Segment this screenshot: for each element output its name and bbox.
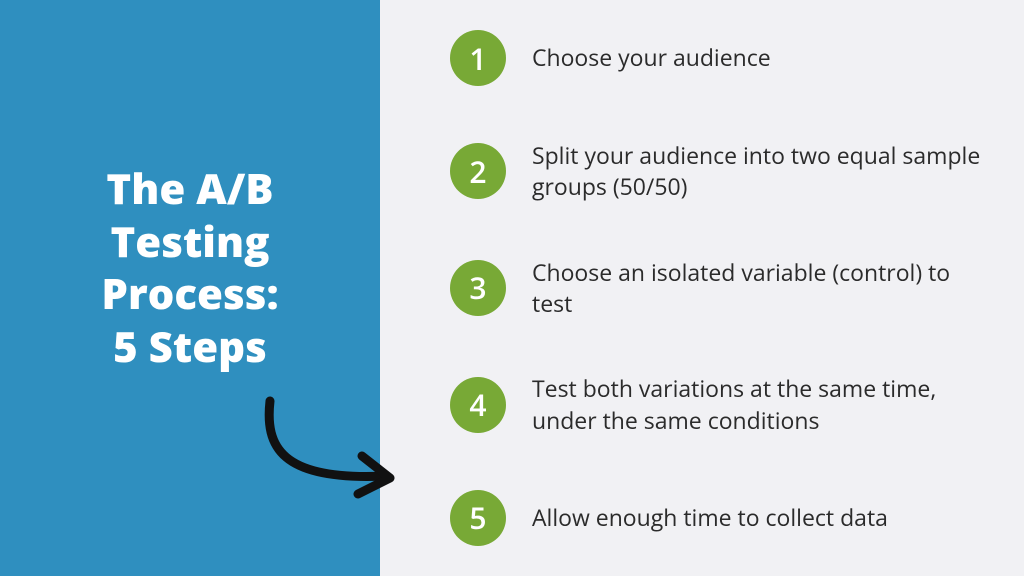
step-text: Choose your audience: [532, 42, 771, 73]
main-title: The A/BTestingProcess:5 Steps: [81, 163, 298, 413]
left-panel: The A/BTestingProcess:5 Steps: [0, 0, 380, 576]
step-text: Choose an isolated variable (control) to…: [532, 257, 984, 319]
arrow-icon: [240, 386, 440, 506]
step-text: Test both variations at the same time, u…: [532, 373, 984, 435]
step-row: 1 Choose your audience: [450, 30, 984, 86]
step-badge-4: 4: [450, 377, 506, 433]
step-row: 4 Test both variations at the same time,…: [450, 373, 984, 435]
step-badge-5: 5: [450, 490, 506, 546]
step-row: 3 Choose an isolated variable (control) …: [450, 257, 984, 319]
step-badge-1: 1: [450, 30, 506, 86]
step-text: Allow enough time to collect data: [532, 502, 888, 533]
step-row: 5 Allow enough time to collect data: [450, 490, 984, 546]
step-text: Split your audience into two equal sampl…: [532, 140, 984, 202]
step-badge-3: 3: [450, 260, 506, 316]
step-badge-2: 2: [450, 143, 506, 199]
step-row: 2 Split your audience into two equal sam…: [450, 140, 984, 202]
steps-panel: 1 Choose your audience 2 Split your audi…: [380, 0, 1024, 576]
